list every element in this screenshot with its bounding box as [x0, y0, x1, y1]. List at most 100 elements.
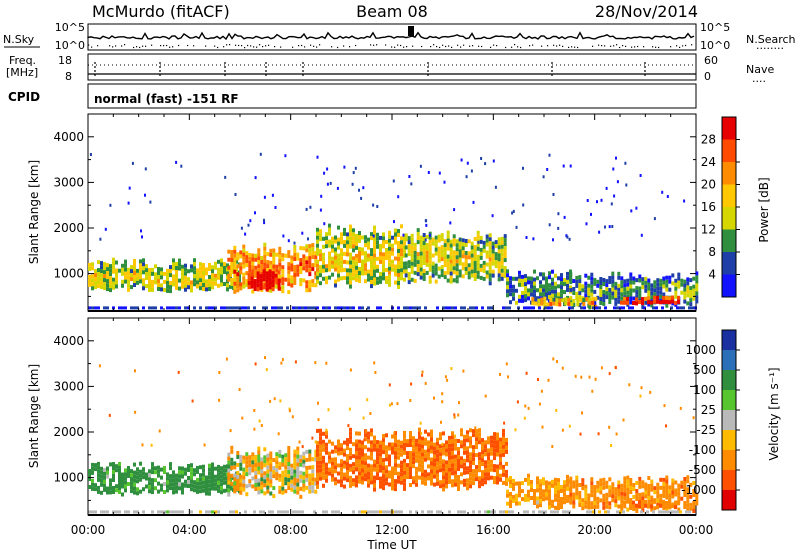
velocity-cell — [100, 490, 103, 495]
velocity-cell — [281, 478, 285, 483]
power-cell — [187, 285, 190, 290]
power-cell — [278, 274, 282, 279]
power-echo — [608, 225, 611, 229]
power-cell — [100, 265, 103, 270]
velocity-cell — [136, 467, 139, 472]
power-cell — [524, 282, 527, 287]
power-cell — [94, 277, 97, 282]
velocity-cell — [340, 451, 343, 456]
power-colorbar-tick: 12 — [701, 223, 716, 237]
velocity-cell — [614, 495, 618, 500]
power-cell — [284, 277, 288, 282]
velocity-ground-cell — [493, 510, 496, 514]
power-cell — [428, 247, 432, 252]
velocity-cell — [499, 461, 502, 466]
power-cell — [582, 302, 586, 306]
velocity-cell — [424, 469, 427, 474]
velocity-ground-cell — [646, 510, 649, 514]
power-colorbar-tick: 8 — [708, 245, 716, 259]
power-cell — [449, 243, 453, 248]
velocity-cell — [223, 468, 226, 473]
velocity-cell — [223, 476, 226, 481]
velocity-ground-cell — [205, 510, 208, 514]
noise-search-dots: ........ — [756, 39, 784, 52]
power-cell — [316, 227, 319, 232]
power-cell — [364, 263, 367, 268]
velocity-ground-cell — [592, 510, 595, 514]
power-cell — [641, 285, 645, 290]
power-cell — [334, 239, 337, 244]
velocity-cell — [659, 503, 662, 508]
power-ground-cell — [613, 306, 616, 310]
power-cell — [506, 293, 509, 298]
velocity-cell — [635, 481, 639, 485]
power-cell — [470, 269, 474, 274]
power-echo — [425, 223, 428, 227]
velocity-cell — [202, 480, 205, 485]
velocity-cell — [236, 471, 240, 475]
velocity-cell — [319, 456, 322, 461]
power-cell — [187, 269, 190, 274]
velocity-cell — [239, 482, 243, 487]
power-cell — [443, 255, 447, 260]
velocity-cell — [560, 501, 563, 505]
power-cell — [373, 249, 376, 254]
velocity-cell — [196, 465, 199, 470]
velocity-echo — [523, 416, 526, 420]
power-cell — [169, 285, 172, 290]
velocity-cell — [325, 470, 328, 475]
velocity-cell — [220, 470, 223, 475]
velocity-cell — [439, 448, 442, 453]
power-cell — [611, 295, 615, 300]
velocity-cell — [557, 506, 560, 511]
velocity-cell — [214, 482, 217, 487]
power-cell — [680, 282, 684, 287]
power-cell — [458, 273, 462, 278]
velocity-cell — [632, 500, 635, 505]
power-cell — [394, 228, 397, 233]
power-cell — [290, 255, 294, 260]
velocity-cell — [448, 447, 451, 452]
power-cell — [437, 238, 441, 243]
power-cell — [503, 270, 507, 275]
velocity-cell — [172, 486, 175, 491]
power-echo — [319, 208, 322, 212]
velocity-cell — [299, 462, 303, 467]
power-cell — [410, 237, 414, 242]
power-cell — [196, 284, 199, 289]
power-cell — [337, 265, 340, 270]
power-cell — [254, 257, 258, 262]
power-cell — [500, 264, 504, 269]
velocity-cell — [415, 454, 418, 459]
power-cell — [316, 251, 319, 256]
power-cell — [136, 276, 139, 281]
velocity-cell — [436, 453, 439, 458]
power-ground-cell — [358, 306, 361, 310]
power-cell — [245, 271, 249, 276]
velocity-cell — [385, 453, 388, 458]
power-cell — [275, 264, 279, 269]
velocity-cell — [412, 444, 415, 449]
power-cell — [440, 233, 444, 238]
velocity-cell — [463, 442, 466, 447]
power-cell — [509, 288, 512, 293]
velocity-cell — [403, 458, 406, 463]
power-cell — [169, 269, 172, 274]
velocity-cell — [211, 470, 214, 475]
velocity-cell — [460, 432, 463, 437]
velocity-cell — [457, 479, 460, 483]
power-colorbar-tick: 4 — [708, 268, 716, 282]
power-cell — [602, 290, 606, 294]
power-ground-cell — [616, 306, 619, 310]
velocity-cell — [590, 485, 594, 490]
power-cell — [373, 241, 376, 246]
cpid-value: normal (fast) -151 RF — [94, 92, 239, 106]
power-cell — [440, 269, 444, 274]
velocity-cell — [469, 460, 472, 465]
power-cell — [404, 233, 408, 238]
power-cell — [527, 280, 530, 285]
velocity-cell — [572, 484, 576, 489]
velocity-cell — [430, 433, 433, 438]
power-cell — [299, 258, 303, 263]
power-cell — [533, 293, 536, 298]
